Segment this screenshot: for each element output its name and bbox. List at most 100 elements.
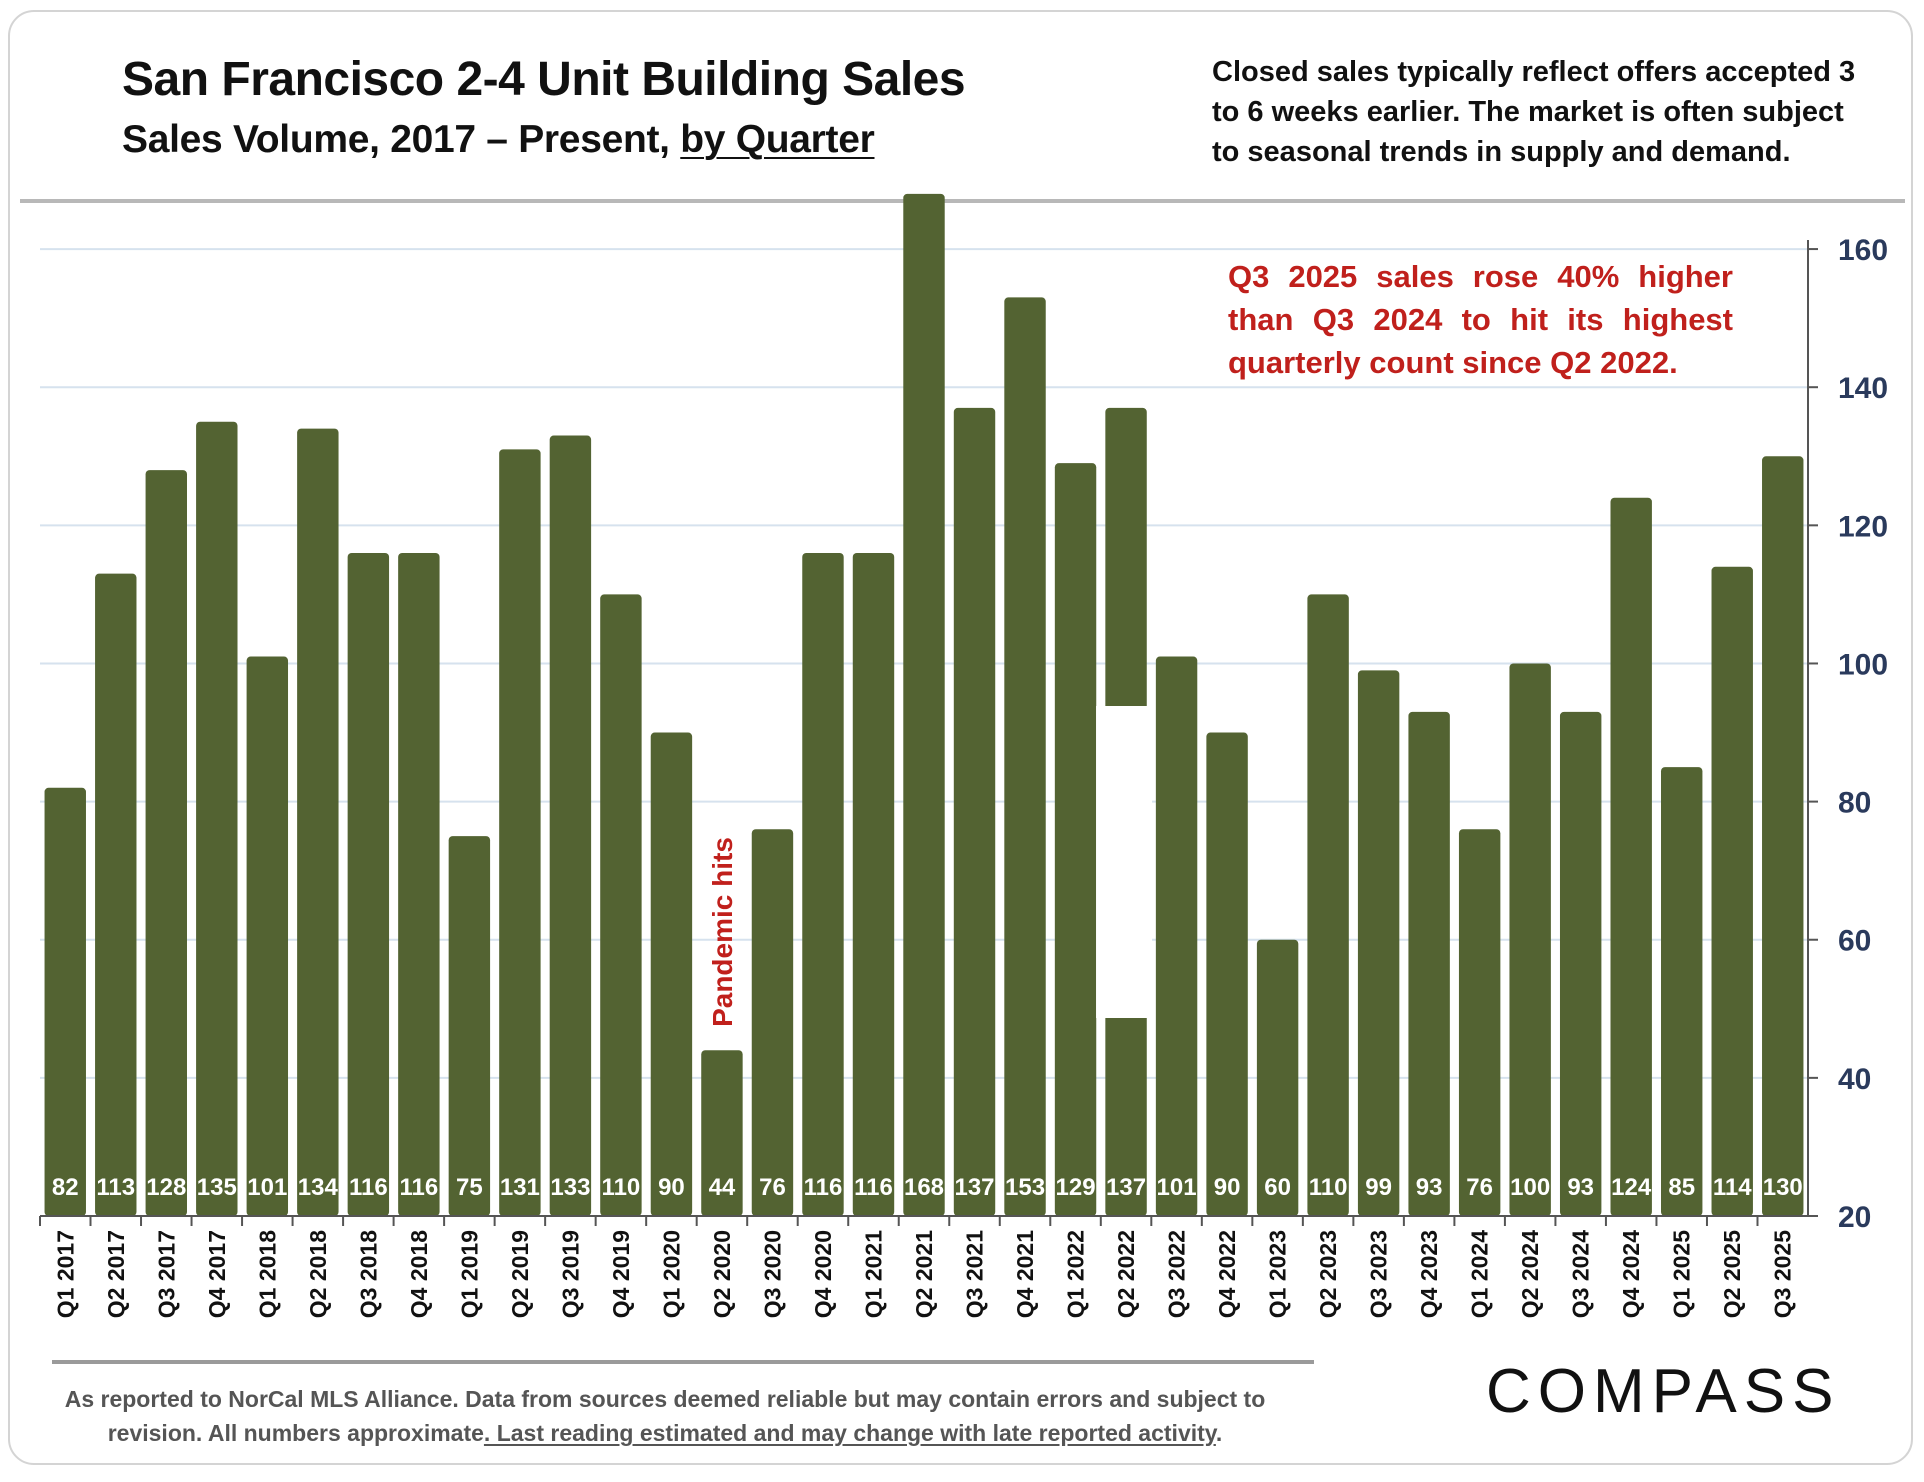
bar (1458, 829, 1501, 1216)
bar (398, 552, 440, 1216)
x-tick-label: Q1 2020 (658, 1230, 684, 1318)
bar-chart: 20 40 60 80 100 120 140 160 82 Q1 2017 113 Q2 2017 1… (39, 193, 1888, 1318)
data-label: 99 (1365, 1174, 1392, 1201)
data-label: 128 (146, 1174, 186, 1201)
y-tick-label: 100 (1838, 648, 1888, 681)
chart-title: San Francisco 2-4 Unit Building Sales (122, 53, 966, 106)
bar (600, 594, 642, 1216)
bar (1004, 297, 1046, 1216)
x-tick-label: Q3 2017 (153, 1230, 179, 1318)
data-label: 168 (904, 1174, 944, 1201)
x-tick-label: Q3 2023 (1366, 1230, 1392, 1318)
x-tick-label: Q1 2025 (1669, 1230, 1695, 1318)
data-label: 134 (298, 1174, 339, 1201)
x-tick-label: Q4 2019 (608, 1230, 634, 1318)
data-label: 101 (1157, 1174, 1197, 1201)
y-tick-label: 80 (1838, 787, 1871, 820)
y-tick-label: 60 (1838, 925, 1871, 958)
annotation-rates: Interest rates soar (1110, 741, 1141, 984)
y-tick-label: 140 (1838, 372, 1888, 405)
seasonal-note: Closed sales typically reflect offers ac… (1212, 56, 1856, 168)
y-tick-label: 120 (1838, 510, 1888, 543)
bar (145, 470, 187, 1217)
footer-divider (52, 1360, 1314, 1364)
x-tick-label: Q4 2021 (1012, 1230, 1038, 1318)
x-tick-label: Q1 2021 (860, 1230, 886, 1318)
bar (95, 573, 137, 1216)
data-label: 124 (1611, 1174, 1652, 1201)
x-tick-label: Q4 2018 (406, 1230, 432, 1318)
data-label: 129 (1056, 1174, 1096, 1201)
data-label: 85 (1668, 1174, 1695, 1201)
data-label: 100 (1510, 1174, 1550, 1201)
x-tick-label: Q3 2021 (962, 1230, 988, 1318)
x-tick-label: Q2 2019 (507, 1230, 533, 1318)
x-tick-label: Q3 2018 (355, 1230, 381, 1318)
bar (701, 1050, 743, 1216)
bar (196, 421, 238, 1216)
data-label: 76 (1466, 1174, 1493, 1201)
data-label: 137 (1106, 1174, 1146, 1201)
data-label: 131 (500, 1174, 540, 1201)
x-tick-label: Q1 2018 (254, 1230, 280, 1318)
data-label: 130 (1763, 1174, 1803, 1201)
bar (1155, 656, 1198, 1216)
subtitle-text: Sales Volume, 2017 – Present, (122, 118, 681, 161)
header-divider (20, 199, 1905, 203)
bar (347, 552, 390, 1216)
bar (1054, 463, 1097, 1216)
x-tick-label: Q1 2019 (456, 1230, 482, 1318)
data-label: 44 (709, 1174, 736, 1201)
bar (499, 449, 541, 1216)
footer-line-2-text: revision. All numbers approximate (107, 1420, 484, 1446)
callout-text: Q3 2025 sales rose 40% higher than Q3 20… (1228, 259, 1733, 380)
data-label: 75 (456, 1174, 483, 1201)
footer-line-1: As reported to NorCal MLS Alliance. Data… (64, 1386, 1266, 1412)
x-tick-label: Q4 2024 (1618, 1230, 1644, 1318)
x-tick-label: Q1 2022 (1063, 1230, 1089, 1318)
bar (1357, 670, 1400, 1216)
bar (1762, 456, 1804, 1216)
annotation-rates-background (1096, 706, 1153, 1018)
x-tick-label: Q3 2022 (1164, 1230, 1190, 1318)
x-tick-label: Q2 2017 (103, 1230, 129, 1318)
x-tick-label: Q4 2023 (1416, 1230, 1442, 1318)
x-tick-label: Q3 2025 (1770, 1230, 1796, 1318)
x-tick-label: Q4 2022 (1214, 1230, 1240, 1318)
x-tick-label: Q1 2024 (1467, 1230, 1493, 1318)
x-tick-label: Q3 2019 (557, 1230, 583, 1318)
bar (1307, 594, 1349, 1216)
annotation-pandemic: Pandemic hits (707, 837, 738, 1027)
data-label: 113 (96, 1174, 135, 1201)
bar (953, 407, 996, 1216)
data-label: 116 (349, 1174, 388, 1201)
data-label: 93 (1567, 1174, 1594, 1201)
footer-disclaimer: As reported to NorCal MLS Alliance. Data… (40, 1382, 1290, 1450)
x-tick-label: Q4 2020 (810, 1230, 836, 1318)
data-label: 116 (804, 1174, 843, 1201)
x-tick-label: Q2 2018 (305, 1230, 331, 1318)
bar (297, 428, 339, 1216)
bar (1206, 732, 1248, 1216)
footer-line-2-underlined: . Last reading estimated and may change … (483, 1420, 1216, 1446)
data-label: 90 (658, 1174, 685, 1201)
data-label: 116 (399, 1174, 438, 1201)
chart-subtitle: Sales Volume, 2017 – Present, by Quarter (122, 118, 875, 162)
data-label: 90 (1214, 1174, 1241, 1201)
data-label: 101 (247, 1174, 287, 1201)
footer-line-2-end: . (1215, 1420, 1223, 1446)
y-tick-label: 40 (1838, 1063, 1871, 1096)
data-label: 110 (1309, 1174, 1348, 1201)
footer-line-2: revision. All numbers approximate. Last … (40, 1416, 1290, 1450)
bar (751, 829, 794, 1216)
bar (1610, 497, 1652, 1216)
data-label: 116 (854, 1174, 893, 1201)
x-tick-label: Q4 2017 (204, 1230, 230, 1318)
x-tick-label: Q3 2024 (1568, 1230, 1594, 1318)
data-label: 135 (197, 1174, 237, 1201)
x-tick-label: Q1 2017 (52, 1230, 78, 1318)
data-label: 60 (1264, 1174, 1291, 1201)
x-tick-label: Q2 2022 (1113, 1230, 1139, 1318)
data-label: 76 (759, 1174, 786, 1201)
x-tick-label: Q2 2020 (709, 1230, 735, 1318)
